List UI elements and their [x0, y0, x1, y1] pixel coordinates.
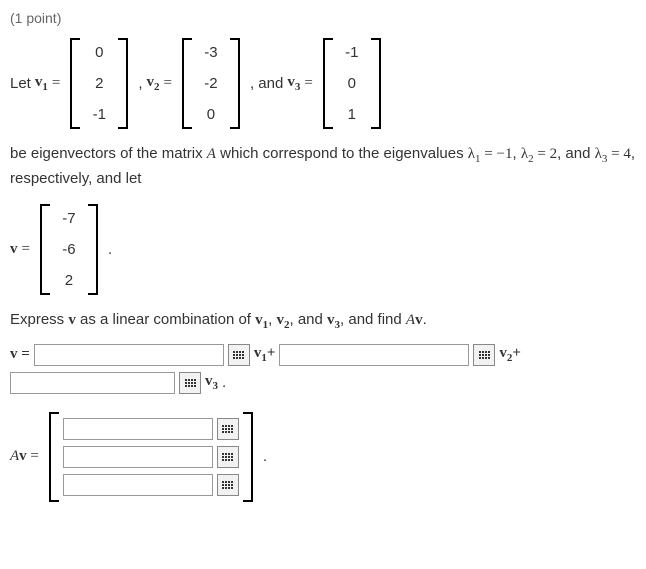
v2-matrix: -3-20	[182, 38, 240, 129]
v1-symbol: v1	[35, 74, 48, 93]
keypad-icon[interactable]	[228, 344, 250, 366]
v3-symbol: v3	[287, 74, 300, 93]
keypad-icon[interactable]	[217, 446, 239, 468]
and-text: , and	[250, 75, 283, 92]
av-matrix	[49, 412, 253, 502]
keypad-icon[interactable]	[217, 474, 239, 496]
v-matrix: -7-62	[40, 204, 98, 295]
av2-input[interactable]	[63, 446, 213, 468]
coeff-v1-input[interactable]	[34, 344, 224, 366]
eq: =	[164, 75, 172, 92]
v-symbol: v	[10, 241, 18, 258]
eq: =	[22, 241, 30, 258]
period: .	[263, 448, 267, 465]
av1-input[interactable]	[63, 418, 213, 440]
period: .	[108, 241, 112, 258]
keypad-icon[interactable]	[179, 372, 201, 394]
v2-symbol: v2	[147, 74, 160, 93]
v3-matrix: -101	[323, 38, 381, 129]
av3-input[interactable]	[63, 474, 213, 496]
vector-definitions: Let v1 = 02-1 , v2 = -3-20 , and v3 = -1…	[10, 34, 636, 133]
v1-label: v1+	[254, 345, 276, 364]
coeff-v2-input[interactable]	[279, 344, 469, 366]
av-row: Av = .	[10, 408, 636, 506]
express-text: Express v as a linear combination of v1,…	[10, 309, 636, 334]
keypad-icon[interactable]	[217, 418, 239, 440]
v-eq: v =	[10, 346, 30, 363]
av-eq: Av =	[10, 448, 39, 465]
eq: =	[52, 75, 60, 92]
v-definition: v = -7-62 .	[10, 200, 636, 299]
eq: =	[304, 75, 312, 92]
comma1: ,	[138, 75, 142, 92]
linear-combination-row: v = v1+ v2+	[10, 344, 636, 366]
linear-combination-row2: v3.	[10, 372, 636, 394]
v3-label: v3	[205, 373, 218, 392]
eigenvalue-text: be eigenvectors of the matrix A which co…	[10, 143, 636, 190]
coeff-v3-input[interactable]	[10, 372, 175, 394]
v1-matrix: 02-1	[70, 38, 128, 129]
v2-label: v2+	[499, 345, 521, 364]
keypad-icon[interactable]	[473, 344, 495, 366]
let-text: Let	[10, 75, 31, 92]
points-label: (1 point)	[10, 10, 636, 26]
